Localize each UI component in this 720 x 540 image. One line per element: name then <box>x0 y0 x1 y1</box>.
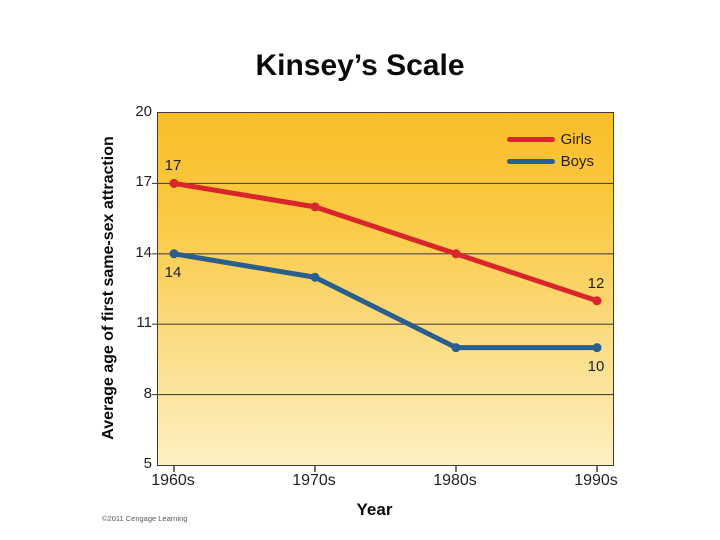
y-tick-label: 14 <box>135 243 152 261</box>
y-tick-label: 8 <box>143 384 152 402</box>
chart-svg <box>152 178 613 472</box>
legend-row-boys: Boys <box>506 150 594 172</box>
x-tick-label: 1960s <box>151 472 195 489</box>
boys-point <box>451 343 461 353</box>
plot-area: Girls Boys <box>152 112 614 472</box>
girls-line-swatch <box>506 136 555 142</box>
data-point-label: 17 <box>164 157 182 175</box>
x-tick-label: 1970s <box>292 472 336 489</box>
slide-title: Kinsey’s Scale <box>255 49 465 82</box>
y-tick-label: 20 <box>135 103 152 120</box>
boys-point <box>592 343 602 353</box>
legend: Girls Boys <box>506 128 594 172</box>
legend-row-girls: Girls <box>506 128 594 150</box>
girls-point <box>310 202 320 212</box>
girls-line <box>171 180 600 304</box>
y-axis-title-wrap: Average age of first same-sex attraction <box>93 112 125 464</box>
y-tick-label: 11 <box>136 314 152 332</box>
boys-point <box>169 249 179 259</box>
y-tick-label: 17 <box>135 173 152 191</box>
x-axis-title: Year <box>356 500 393 519</box>
data-point-label: 10 <box>587 357 605 375</box>
boys-line-swatch <box>506 158 555 164</box>
y-tick-label: 5 <box>143 455 152 472</box>
boys-line <box>171 251 600 351</box>
x-tick-label: 1990s <box>574 472 618 489</box>
x-tick-label: 1980s <box>433 472 477 489</box>
girls-point <box>169 178 179 188</box>
boys-point <box>310 272 320 282</box>
data-point-label: 12 <box>587 274 605 292</box>
girls-point <box>451 249 461 259</box>
copyright-text: ©2011 Cengage Learning <box>102 514 188 523</box>
legend-label-girls: Girls <box>560 130 592 148</box>
legend-label-boys: Boys <box>560 152 594 170</box>
girls-point <box>592 296 602 306</box>
data-point-label: 14 <box>164 263 182 281</box>
